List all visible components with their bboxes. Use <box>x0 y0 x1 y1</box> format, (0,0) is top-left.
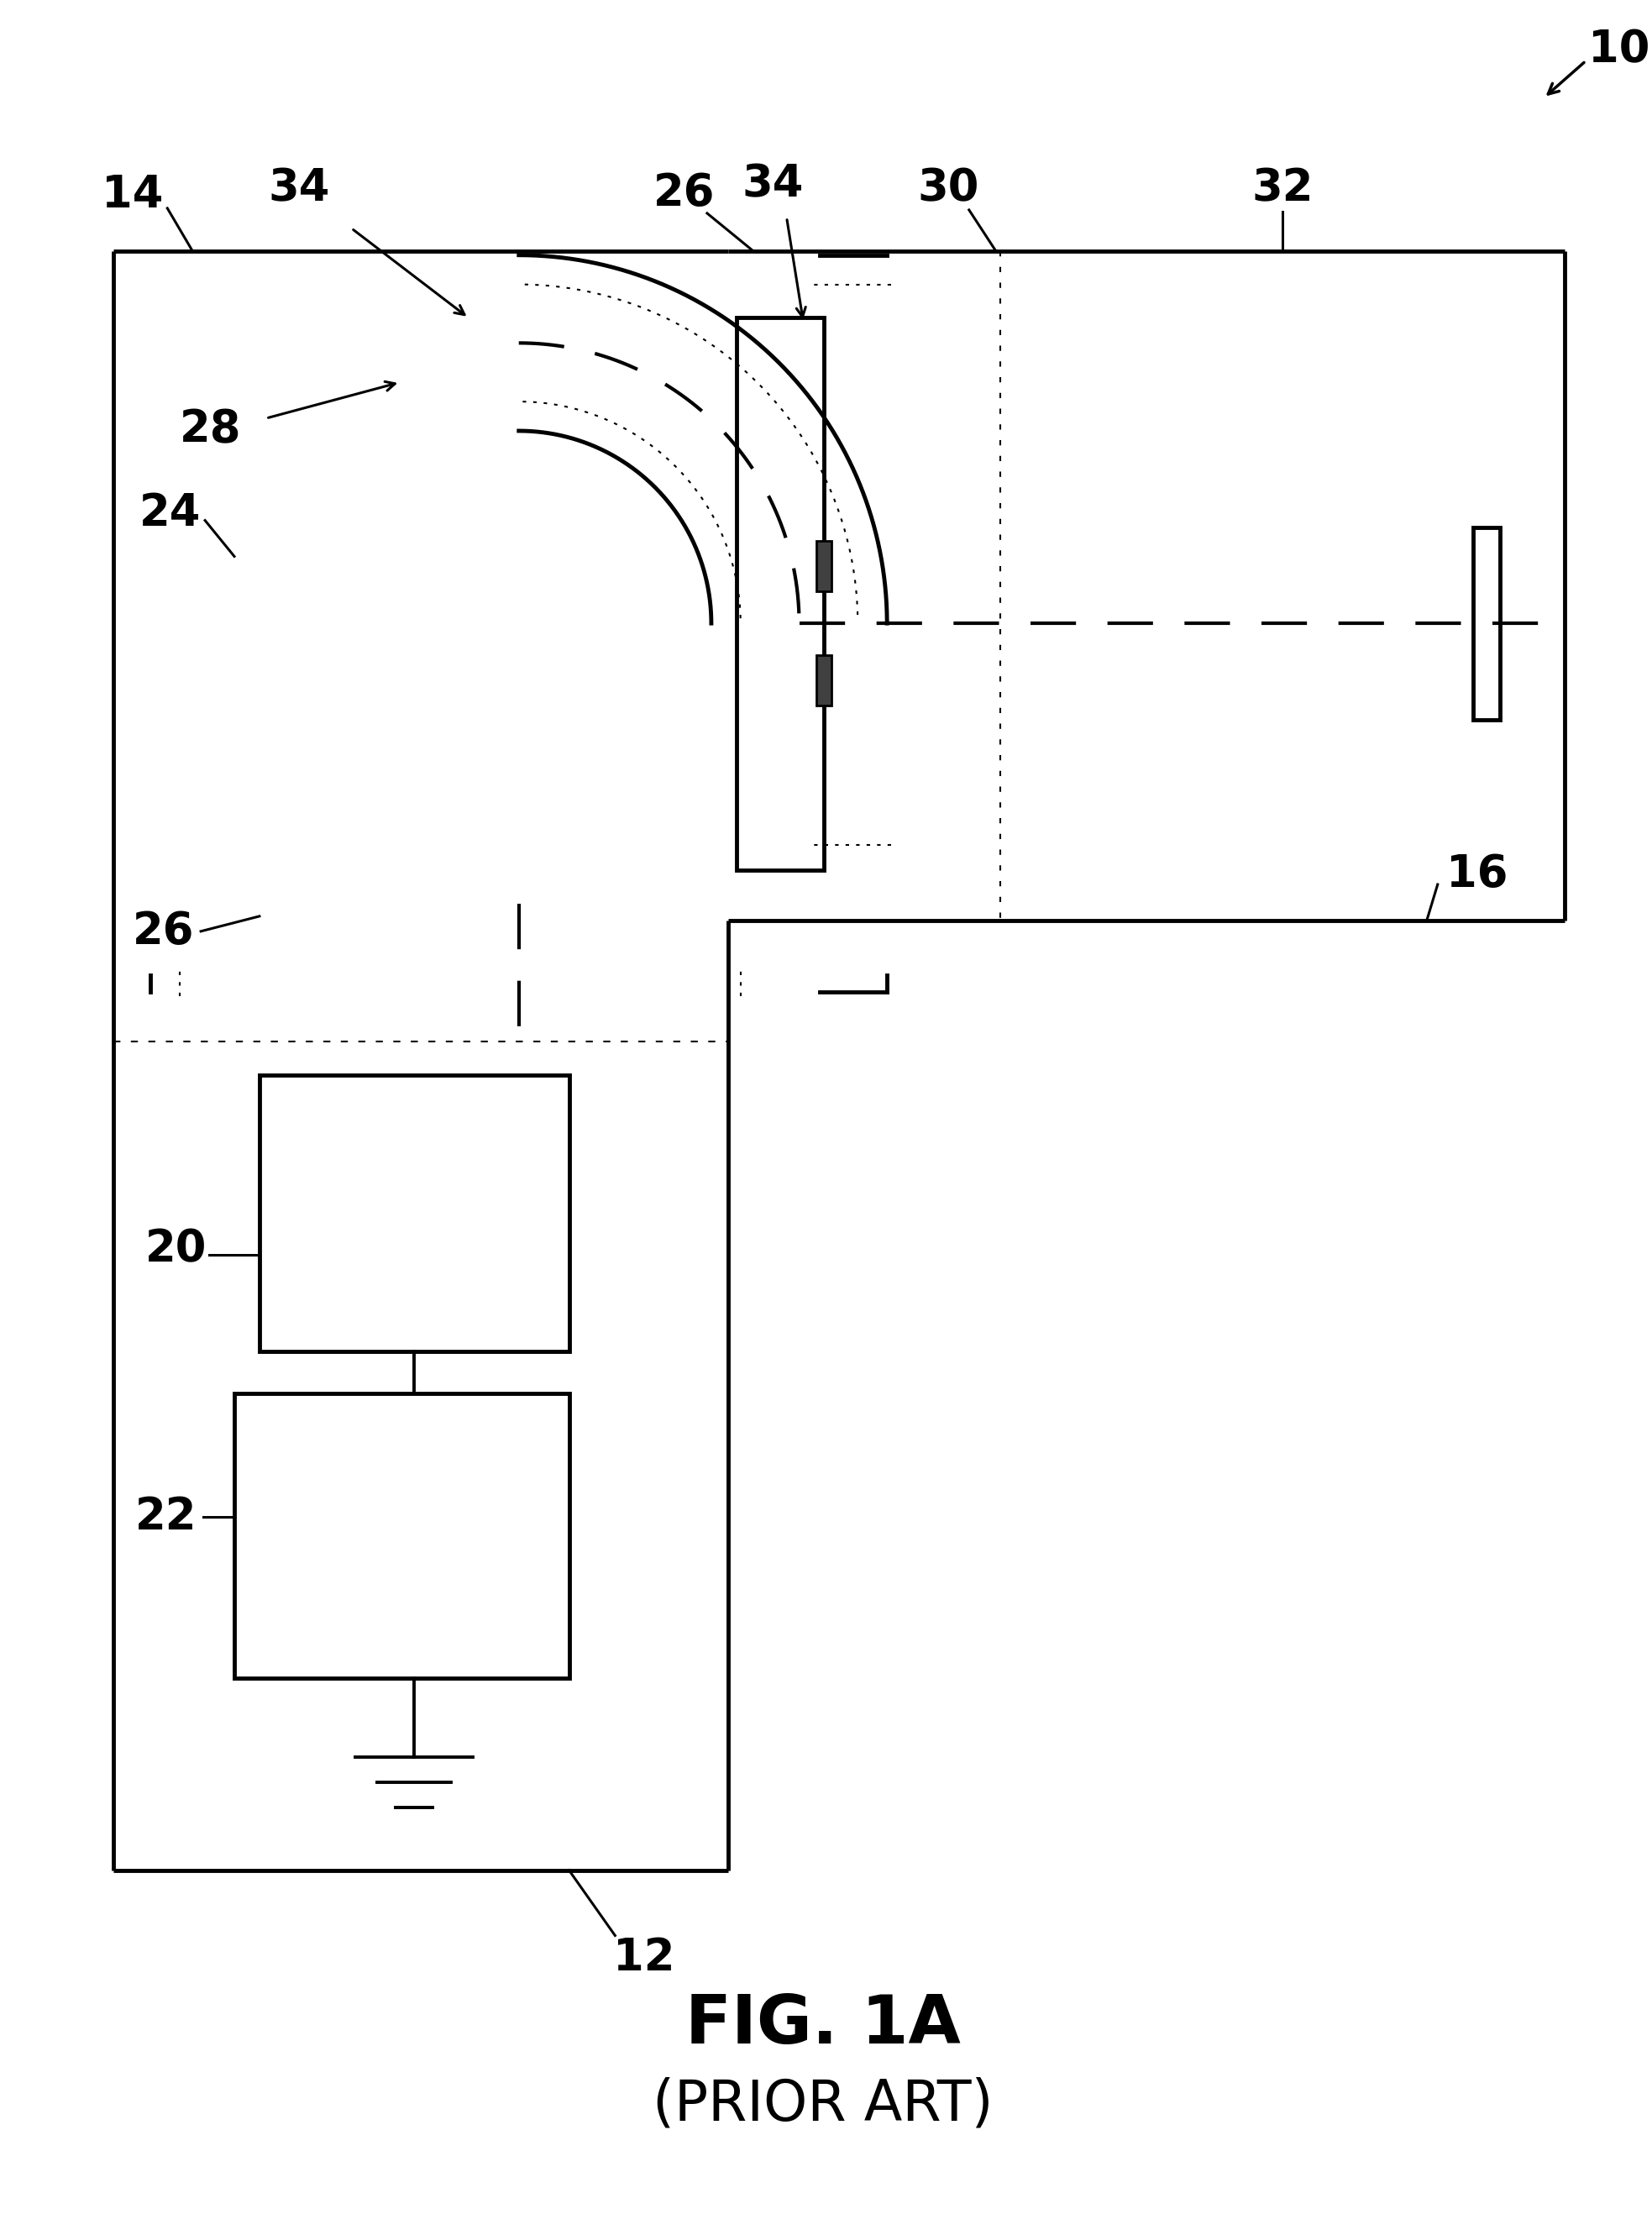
Text: 12: 12 <box>613 1936 676 1980</box>
Bar <box>816 541 833 592</box>
Text: 34: 34 <box>268 165 329 210</box>
Text: 28: 28 <box>180 407 241 451</box>
Text: (PRIOR ART): (PRIOR ART) <box>653 2076 993 2132</box>
Text: 30: 30 <box>917 165 980 210</box>
Bar <box>1474 527 1500 720</box>
Text: 34: 34 <box>742 163 803 206</box>
Text: 14: 14 <box>101 172 164 217</box>
Bar <box>737 317 824 869</box>
Text: 16: 16 <box>1446 852 1508 896</box>
Text: 26: 26 <box>654 172 715 215</box>
Text: FIG. 1A: FIG. 1A <box>686 1991 960 2058</box>
Bar <box>259 1075 568 1352</box>
Text: 26: 26 <box>132 910 193 952</box>
Text: 22: 22 <box>135 1495 197 1540</box>
Bar <box>235 1392 568 1678</box>
Text: 10: 10 <box>1589 29 1650 72</box>
Text: 32: 32 <box>1252 165 1313 210</box>
Text: 24: 24 <box>139 492 200 534</box>
Bar <box>816 655 833 706</box>
Text: 20: 20 <box>145 1227 206 1272</box>
